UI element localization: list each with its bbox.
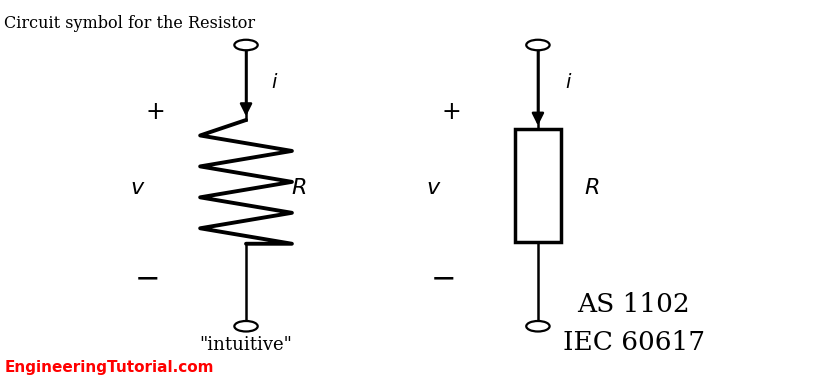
Text: $i$: $i$	[271, 73, 279, 92]
Text: $i$: $i$	[565, 73, 573, 92]
Text: $v$: $v$	[426, 177, 441, 198]
Text: $+$: $+$	[440, 101, 460, 124]
Bar	[515, 129, 561, 242]
Text: $+$: $+$	[144, 101, 164, 124]
Text: IEC 60617: IEC 60617	[563, 330, 705, 355]
Text: $R$: $R$	[585, 177, 600, 198]
Text: EngineeringTutorial.com: EngineeringTutorial.com	[4, 360, 214, 375]
Text: $v$: $v$	[130, 177, 145, 198]
Text: "intuitive": "intuitive"	[199, 336, 293, 354]
Text: $R$: $R$	[291, 177, 306, 198]
Text: AS 1102: AS 1102	[577, 292, 691, 318]
Text: $-$: $-$	[430, 262, 455, 293]
Text: $-$: $-$	[133, 262, 158, 293]
Text: Circuit symbol for the Resistor: Circuit symbol for the Resistor	[4, 15, 255, 32]
